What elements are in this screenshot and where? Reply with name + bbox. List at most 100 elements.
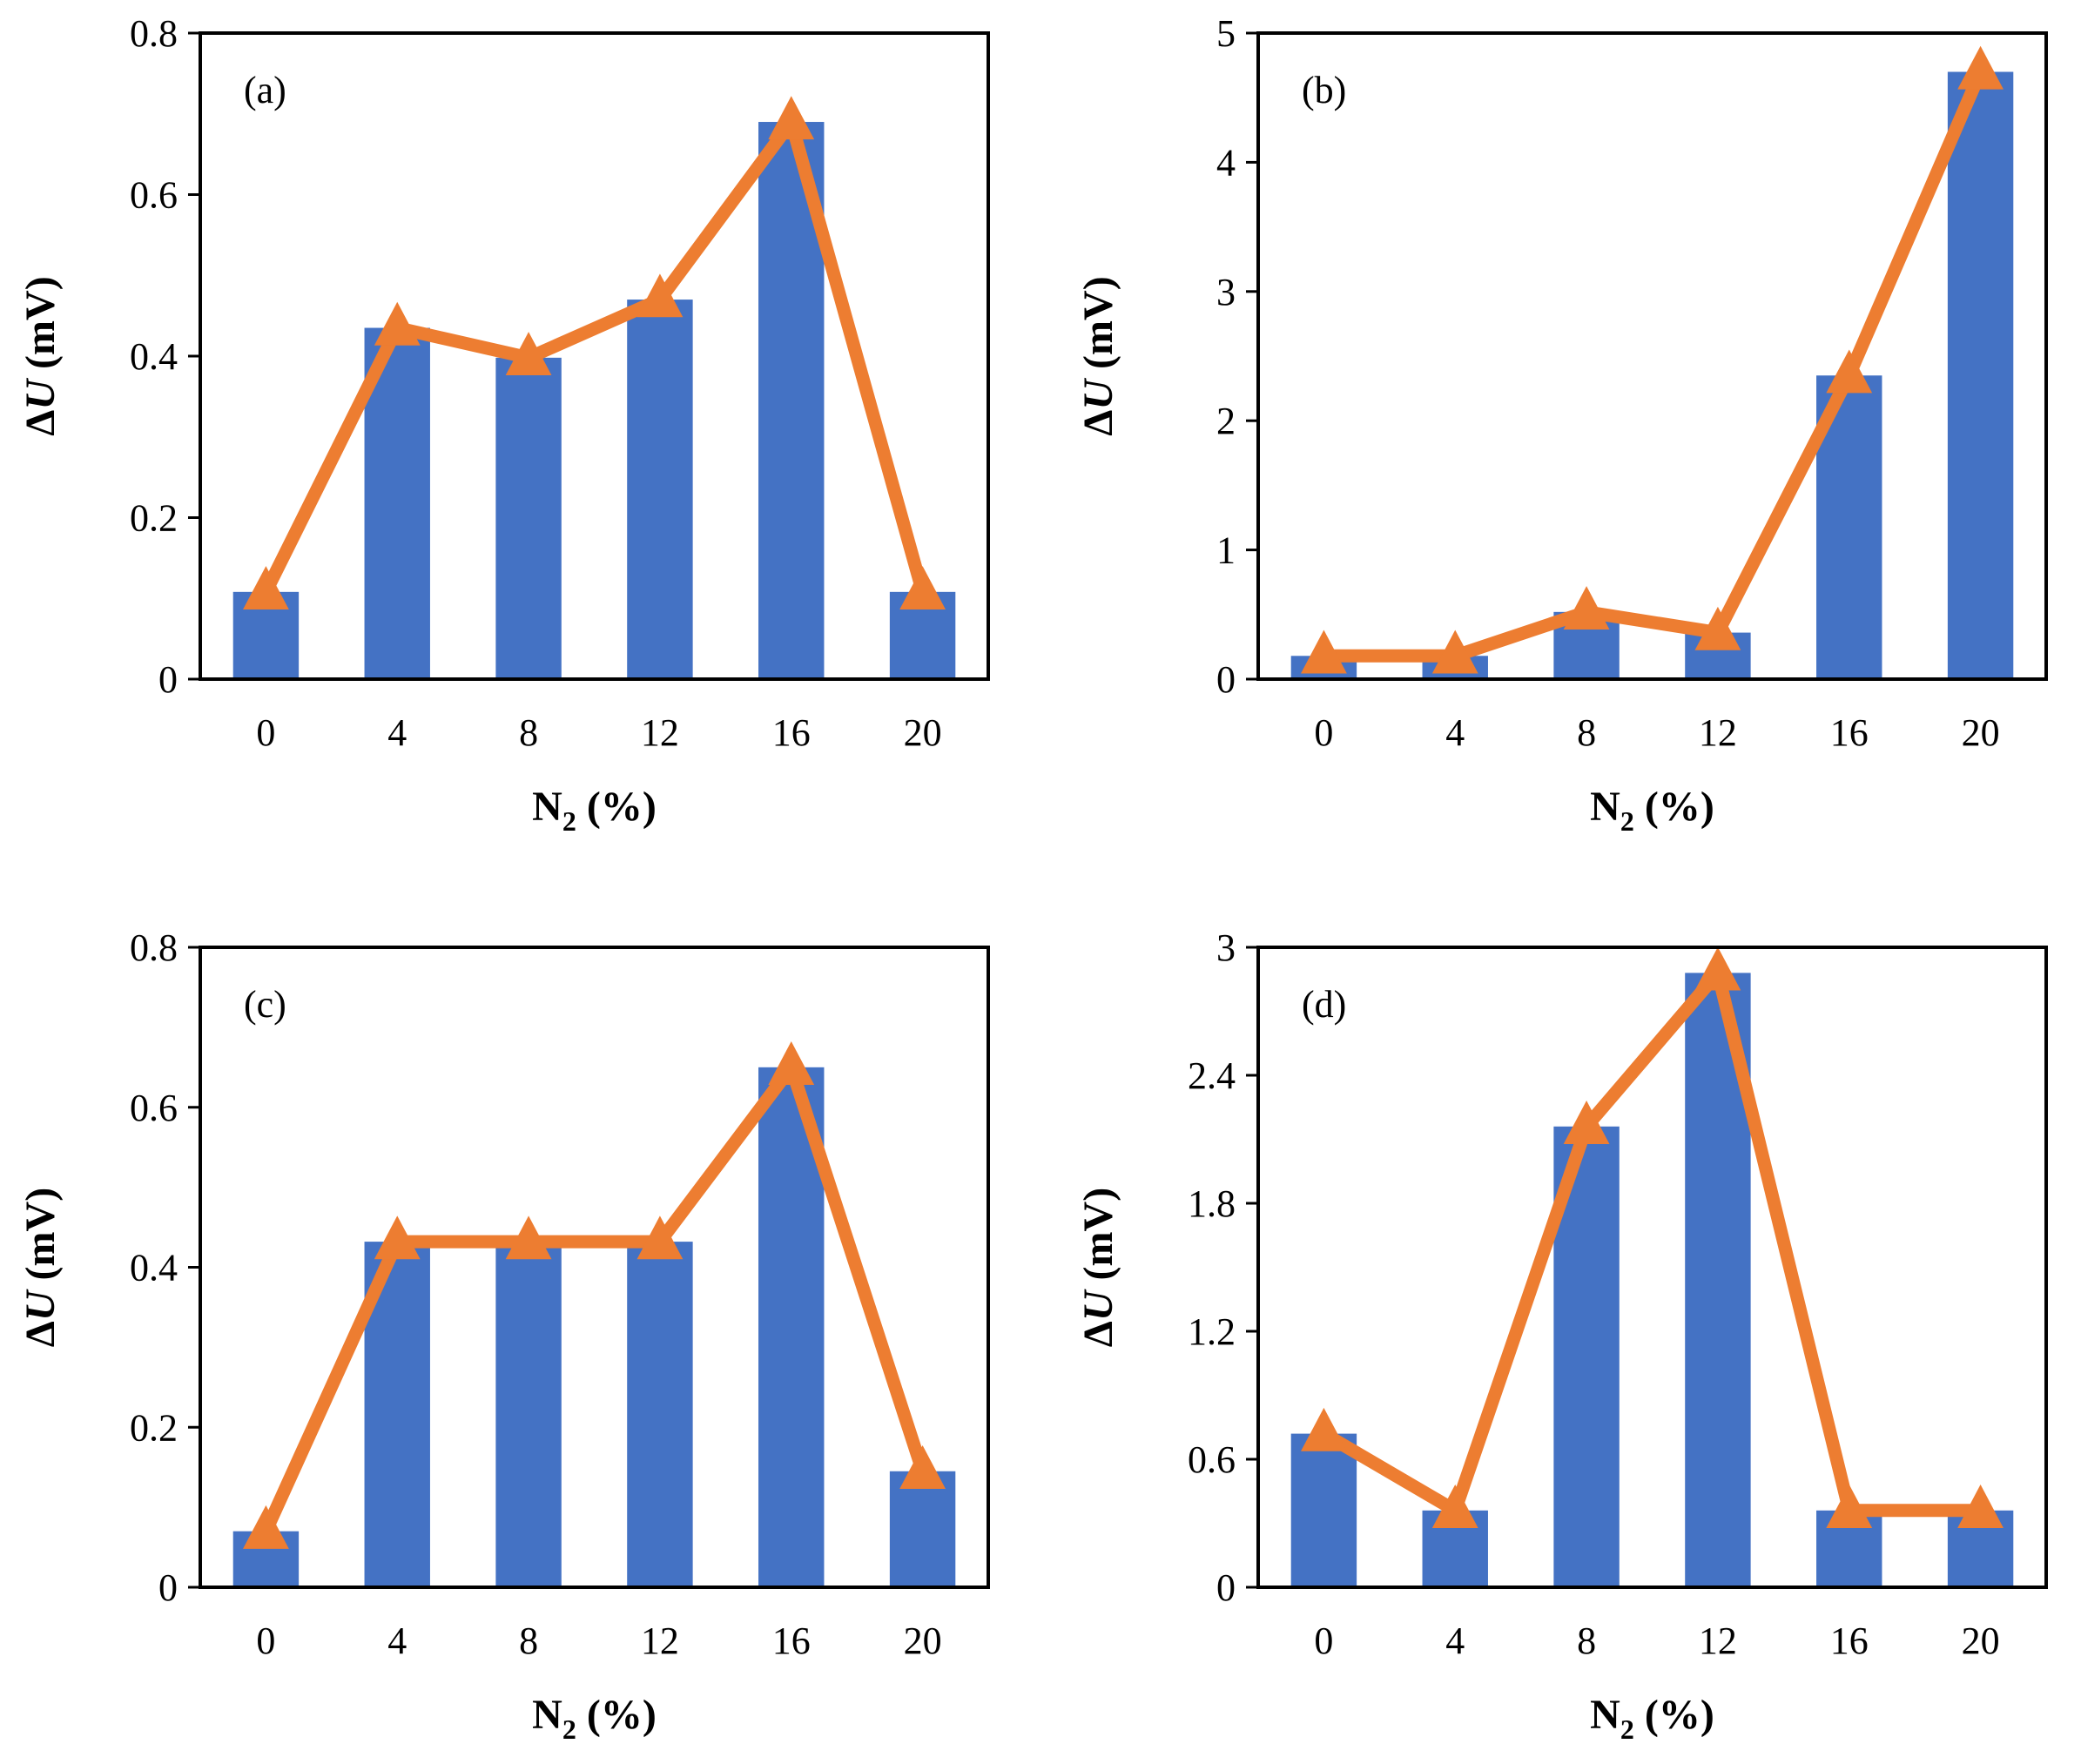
triangle-marker (1694, 946, 1741, 991)
y-axis-label-variable: U (1075, 1289, 1121, 1321)
y-tick-label: 1.2 (1188, 1310, 1236, 1353)
x-axis-label: N2 (%) (1590, 784, 1714, 837)
x-tick-label: 8 (519, 711, 538, 754)
x-axis-label-unit: (%) (576, 784, 657, 830)
x-axis-label-main: N (1590, 1692, 1620, 1738)
x-axis-label: N2 (%) (532, 784, 657, 837)
panel-label: (a) (244, 69, 286, 111)
bar (627, 1242, 693, 1587)
bar (1947, 71, 2014, 679)
triangle-marker (899, 566, 946, 609)
x-tick-label: 4 (387, 711, 407, 754)
y-axis-label-variable: U (17, 1289, 64, 1321)
plot-frame (199, 31, 990, 681)
plot-frame (1256, 31, 2048, 681)
triangle-marker (1826, 1485, 1873, 1528)
bar (495, 357, 562, 679)
x-tick-label: 20 (1962, 711, 2000, 754)
y-axis-label-delta: Δ (17, 410, 64, 436)
y-tick-label: 0.4 (130, 1247, 178, 1289)
x-axis-label-main: N (532, 1692, 562, 1738)
series-line (1323, 69, 1987, 663)
x-axis-label-unit: (%) (576, 1692, 657, 1738)
x-axis-label-unit: (%) (1634, 1692, 1714, 1738)
bar (495, 1242, 562, 1587)
x-axis-label-subscript: 2 (1620, 805, 1634, 837)
y-axis-label-delta: Δ (1075, 1321, 1121, 1347)
triangle-marker (1431, 1485, 1478, 1528)
triangle-marker (243, 1505, 289, 1549)
y-axis-label-delta: Δ (17, 1321, 64, 1347)
x-tick-label: 0 (256, 711, 275, 754)
x-axis-label-subscript: 2 (562, 1714, 576, 1745)
x-tick-label: 8 (519, 1619, 538, 1662)
triangle-marker (1301, 1407, 1347, 1451)
y-axis-label: ΔU (mV) (17, 1188, 64, 1347)
y-tick-label: 1.8 (1188, 1182, 1236, 1225)
y-tick-label: 0 (1216, 1566, 1236, 1609)
y-tick-label: 0 (158, 1566, 178, 1609)
bar (627, 300, 693, 679)
plot-frame (199, 946, 990, 1589)
y-tick-label: 2 (1216, 400, 1236, 442)
triangle-marker (505, 332, 552, 376)
y-tick-label: 1 (1216, 529, 1236, 572)
triangle-marker (505, 1215, 552, 1260)
x-axis-label-main: N (1590, 784, 1620, 830)
triangle-marker (1563, 1101, 1610, 1144)
triangle-marker (1694, 606, 1741, 650)
y-tick-label: 0.8 (130, 926, 178, 969)
triangle-marker (899, 1445, 946, 1489)
y-axis-label-variable: U (1075, 378, 1121, 410)
x-tick-label: 0 (1314, 1619, 1333, 1662)
triangle-marker (768, 96, 815, 140)
triangle-marker (1826, 349, 1873, 394)
x-tick-label: 8 (1577, 1619, 1596, 1662)
y-tick-label: 0.6 (130, 1087, 178, 1129)
bar (889, 1471, 956, 1587)
y-tick-label: 0.2 (130, 1406, 178, 1449)
chart-panel: 0 0.2 0.4 0.6 0.8 0 4 8 12 16 20 N2 (%) ΔU (mV) (a) (17, 12, 990, 837)
triangle-marker (1957, 1485, 2004, 1528)
chart-panel: 0 0.6 1.2 1.8 2.4 3 0 4 8 12 16 20 N2 (%) ΔU (mV) (d) (1075, 926, 2048, 1745)
series-line (1320, 966, 1981, 1518)
y-tick-label: 0.4 (130, 335, 178, 378)
triangle-marker (1563, 586, 1610, 630)
y-tick-label: 2.4 (1188, 1054, 1236, 1097)
y-tick-label: 4 (1216, 141, 1236, 184)
y-tick-label: 0.6 (130, 174, 178, 217)
x-tick-label: 0 (256, 1619, 275, 1662)
y-tick-label: 0 (158, 658, 178, 701)
x-axis-label: N2 (%) (532, 1692, 657, 1745)
x-tick-label: 4 (1445, 1619, 1465, 1662)
y-tick-label: 3 (1216, 271, 1236, 313)
x-tick-label: 16 (772, 1619, 811, 1662)
x-axis-label-main: N (532, 784, 562, 830)
x-tick-label: 20 (904, 711, 942, 754)
x-tick-label: 16 (1830, 1619, 1869, 1662)
plot-frame (1256, 946, 2048, 1589)
series-line (259, 1060, 929, 1534)
panel-label: (c) (244, 983, 286, 1026)
triangle-marker (1301, 630, 1347, 674)
y-tick-label: 3 (1216, 926, 1236, 969)
x-axis-label: N2 (%) (1590, 1692, 1714, 1745)
triangle-marker (1431, 630, 1478, 674)
triangle-marker (374, 1215, 421, 1260)
triangle-marker (636, 273, 684, 318)
bar (1290, 1433, 1357, 1587)
triangle-marker (636, 1215, 684, 1260)
panel-label: (d) (1302, 983, 1346, 1026)
y-axis-label-variable: U (17, 378, 64, 410)
x-tick-label: 20 (1962, 1619, 2000, 1662)
triangle-marker (1957, 45, 2004, 90)
x-tick-label: 12 (1699, 711, 1737, 754)
x-tick-label: 8 (1577, 711, 1596, 754)
y-axis-label-unit: (mV) (1075, 276, 1121, 380)
y-axis-label: ΔU (mV) (1075, 276, 1121, 435)
y-axis-label-unit: (mV) (17, 276, 64, 380)
panel-label: (b) (1302, 69, 1346, 111)
y-axis-label: ΔU (mV) (17, 276, 64, 435)
